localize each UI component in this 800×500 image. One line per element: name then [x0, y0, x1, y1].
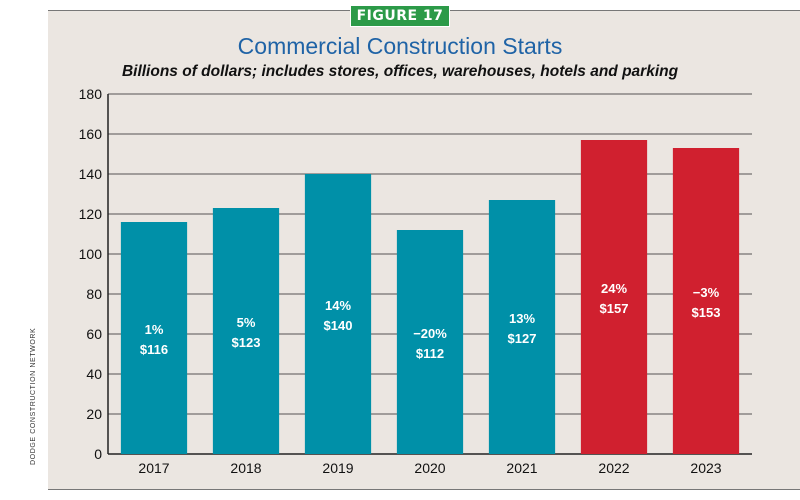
x-tick-label: 2020: [414, 460, 445, 476]
bar-percent-label: 24%: [601, 281, 627, 296]
x-tick-label: 2023: [690, 460, 721, 476]
y-tick-label: 140: [79, 166, 103, 182]
bar-2019: [304, 174, 372, 454]
bar-2022: [580, 140, 648, 454]
x-tick-label: 2018: [230, 460, 261, 476]
bar-2023: [672, 148, 740, 454]
y-tick-label: 160: [79, 126, 103, 142]
y-tick-label: 180: [79, 86, 103, 102]
bar-2021: [488, 200, 556, 454]
bar-percent-label: 14%: [325, 298, 351, 313]
x-tick-label: 2021: [506, 460, 537, 476]
bar-2018: [212, 208, 280, 454]
y-tick-label: 0: [94, 446, 102, 462]
y-tick-label: 40: [86, 366, 102, 382]
y-tick-label: 20: [86, 406, 102, 422]
bar-value-label: $157: [600, 301, 629, 316]
bar-2020: [396, 230, 464, 454]
x-tick-label: 2022: [598, 460, 629, 476]
bar-value-label: $116: [140, 342, 168, 357]
y-tick-label: 100: [79, 246, 103, 262]
bar-value-label: $140: [324, 318, 353, 333]
bar-percent-label: −3%: [693, 285, 720, 300]
bar-percent-label: 5%: [237, 315, 256, 330]
bar-value-label: $153: [692, 305, 721, 320]
bar-percent-label: −20%: [413, 326, 447, 341]
bar-percent-label: 1%: [145, 322, 164, 337]
bar-value-label: $112: [416, 346, 444, 361]
bar-value-label: $123: [232, 335, 261, 350]
chart-subtitle: Billions of dollars; includes stores, of…: [121, 63, 679, 80]
y-tick-label: 60: [86, 326, 102, 342]
figure-label: FIGURE 17: [350, 5, 450, 27]
y-tick-label: 120: [79, 206, 103, 222]
chart-title: Commercial Construction Starts: [237, 33, 563, 59]
x-tick-label: 2017: [138, 460, 169, 476]
bar-value-label: $127: [508, 331, 537, 346]
bar-percent-label: 13%: [509, 311, 535, 326]
bar-2017: [120, 222, 188, 454]
x-tick-label: 2019: [322, 460, 353, 476]
y-tick-label: 80: [86, 286, 102, 302]
